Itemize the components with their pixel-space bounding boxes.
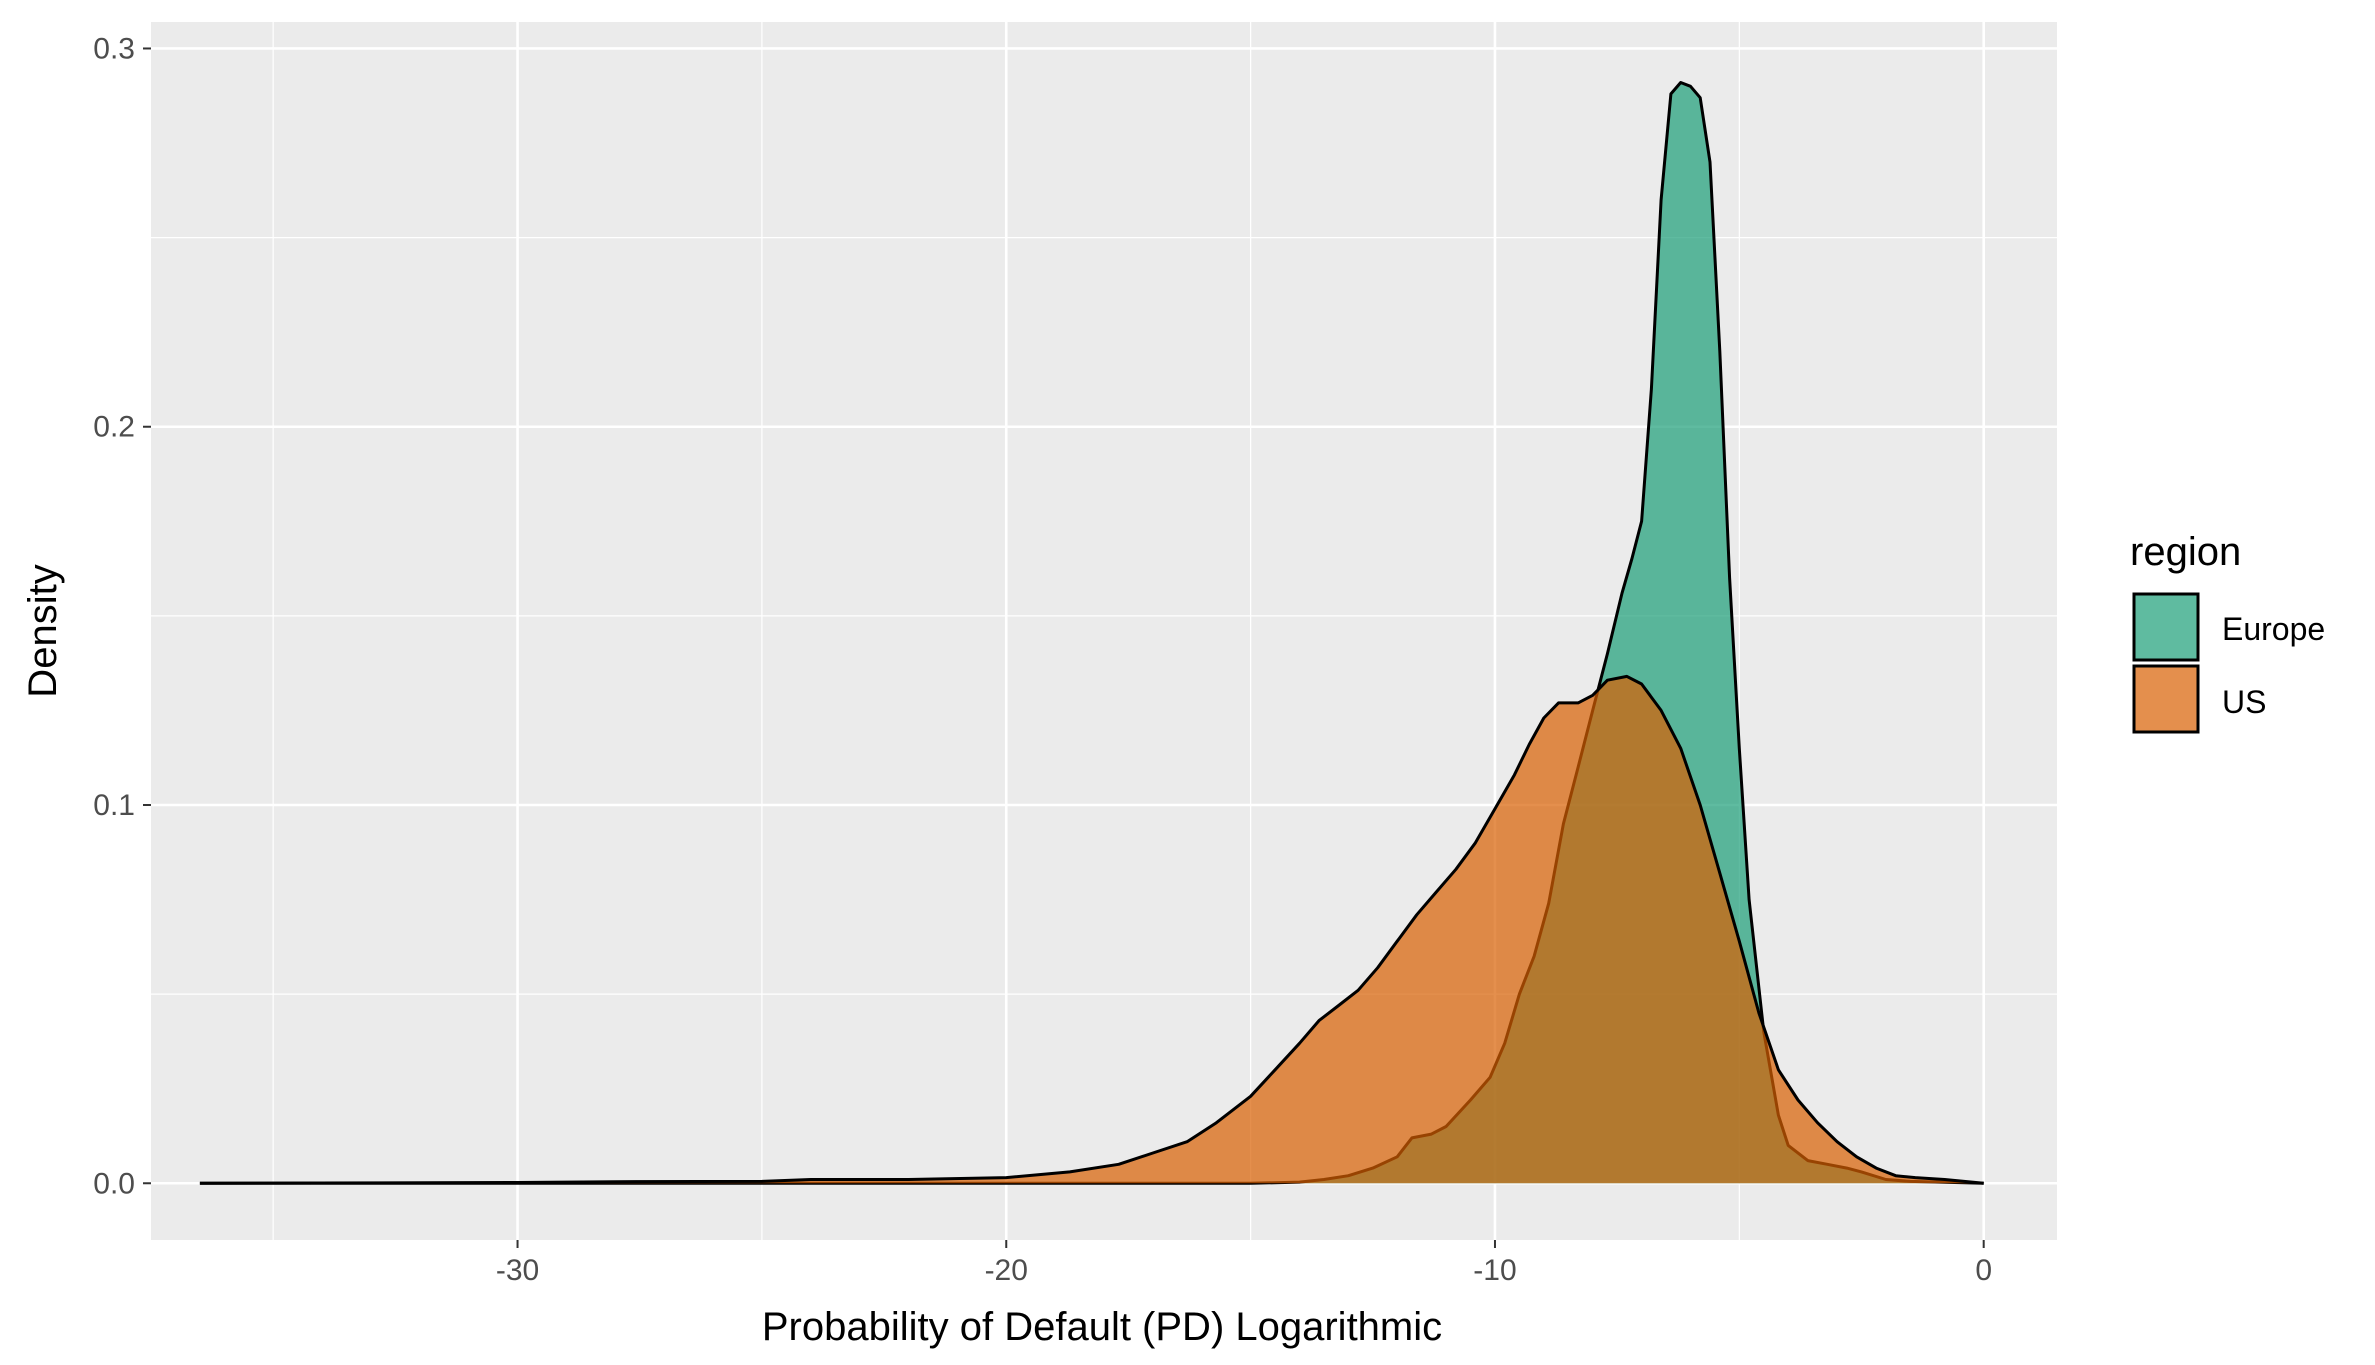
minor-gridlines xyxy=(151,22,2057,1240)
legend-title: region xyxy=(2130,530,2241,574)
density-line-us xyxy=(199,674,1984,1185)
y-tick-label: 0.2 xyxy=(93,411,135,444)
x-tick-label: -20 xyxy=(985,1254,1028,1287)
legend-label-europe: Europe xyxy=(2222,611,2325,647)
density-area-us xyxy=(199,676,1984,1184)
legend-label-us: US xyxy=(2222,684,2266,720)
x-axis-title: Probability of Default (PD) Logarithmic xyxy=(762,1305,1442,1349)
axis-ticks: -30 -20 -10 0 0.0 0.1 0.2 0.3 xyxy=(93,32,1992,1287)
x-tick-label: 0 xyxy=(1975,1254,1992,1287)
x-tick-label: -30 xyxy=(496,1254,539,1287)
y-tick-label: 0.0 xyxy=(93,1167,135,1200)
y-axis-title: Density xyxy=(21,564,65,697)
legend: region Europe US xyxy=(2130,530,2325,734)
legend-key-europe xyxy=(2132,592,2200,662)
density-series xyxy=(199,81,1984,1185)
y-tick-label: 0.3 xyxy=(93,32,135,65)
y-tick-label: 0.1 xyxy=(93,789,135,822)
density-area-europe xyxy=(199,82,1984,1184)
legend-key-us xyxy=(2132,664,2200,734)
x-tick-label: -10 xyxy=(1473,1254,1516,1287)
